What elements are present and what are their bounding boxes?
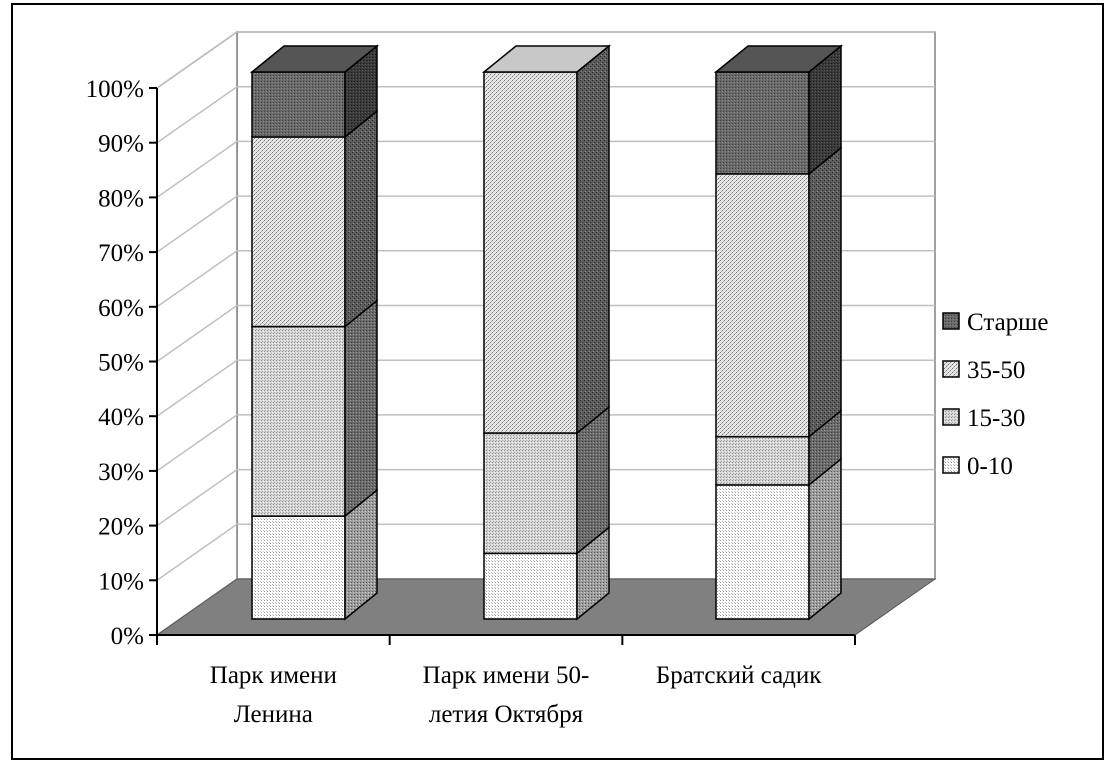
gridline <box>156 250 935 308</box>
legend-swatch <box>942 456 960 474</box>
legend-swatch <box>942 360 960 378</box>
bar-segment <box>715 409 842 487</box>
bar-segment-front <box>715 173 810 438</box>
bar-segment <box>481 44 612 435</box>
bar-segment-top <box>249 45 380 73</box>
gridline <box>156 195 935 253</box>
y-tick-label: 30% <box>98 459 144 486</box>
x-category-label: Парк имени Ленина <box>210 662 337 728</box>
bar-segment-side <box>808 457 842 621</box>
gridline <box>156 304 935 363</box>
bar-segment <box>713 44 844 176</box>
gridline <box>156 359 935 417</box>
x-category-label-line: Ленина <box>234 701 313 728</box>
legend-label: 15-30 <box>967 405 1025 432</box>
bar-segment-side <box>808 146 842 439</box>
bar-segment <box>251 298 378 518</box>
legend: Старше 35-50 15-30 0-10 <box>942 309 1049 480</box>
bar-segment <box>251 109 378 329</box>
x-category-label-line: летия Октября <box>429 701 584 728</box>
y-tick-label: 10% <box>98 568 144 595</box>
y-tick-label: 50% <box>98 350 144 377</box>
y-tick-label: 70% <box>98 240 144 267</box>
legend-swatch <box>942 408 960 426</box>
bar-segment-top <box>481 45 612 73</box>
bar-segment-front <box>251 71 346 138</box>
gridline <box>156 85 935 144</box>
x-category-label: Парк имени 50- летия Октября <box>423 662 590 728</box>
bar-segment-side <box>344 298 378 518</box>
bar-segment-front <box>715 71 810 175</box>
bar-segment <box>483 405 610 555</box>
x-category-label-line: Братский садик <box>656 662 822 689</box>
x-category-label-line: Парк имени 50- <box>423 662 590 689</box>
gridline <box>156 31 935 89</box>
legend-label: Старше <box>967 309 1049 336</box>
y-tick-label: 20% <box>98 514 144 541</box>
legend-swatch <box>942 312 960 330</box>
gridline <box>156 523 935 581</box>
bar-segment-front <box>251 515 346 620</box>
axes <box>149 87 856 645</box>
gridline <box>156 140 935 199</box>
x-category-label: Братский садик <box>656 662 822 689</box>
bar-segment-front <box>715 435 810 486</box>
y-tick-label: 80% <box>98 185 144 212</box>
bar-segment-side <box>576 44 610 435</box>
bars <box>249 44 844 621</box>
bar-segment-top <box>713 45 844 73</box>
bar-segment-front <box>251 325 346 517</box>
x-category-labels: Парк имени Ленина Парк имени 50- летия Октя… <box>210 662 823 728</box>
legend-label: 0-10 <box>967 453 1013 480</box>
y-tick-label: 0% <box>111 623 144 650</box>
bar-segment <box>483 525 610 621</box>
bar-segment-front <box>483 552 578 620</box>
bar-segment-front <box>483 71 578 434</box>
y-tick-label: 60% <box>98 295 144 322</box>
bar-segment <box>715 457 842 621</box>
gridline <box>156 414 935 472</box>
bar-segment <box>715 146 842 439</box>
y-tick-label: 90% <box>98 131 144 158</box>
bar-segment-front <box>483 432 578 555</box>
bar-segment <box>249 44 380 139</box>
bar-segment-front <box>715 484 810 620</box>
bar-segment-side <box>344 109 378 329</box>
y-tick-label: 100% <box>86 76 144 103</box>
y-tick-labels: 0% 10% 20% 30% 40% 50% 60% 70% 80% 90% 100% <box>86 76 144 650</box>
bar-segment-front <box>251 136 346 328</box>
y-tick-label: 40% <box>98 404 144 431</box>
legend-label: 35-50 <box>967 357 1025 384</box>
x-category-label-line: Парк имени <box>210 662 337 689</box>
gridline <box>156 468 935 527</box>
